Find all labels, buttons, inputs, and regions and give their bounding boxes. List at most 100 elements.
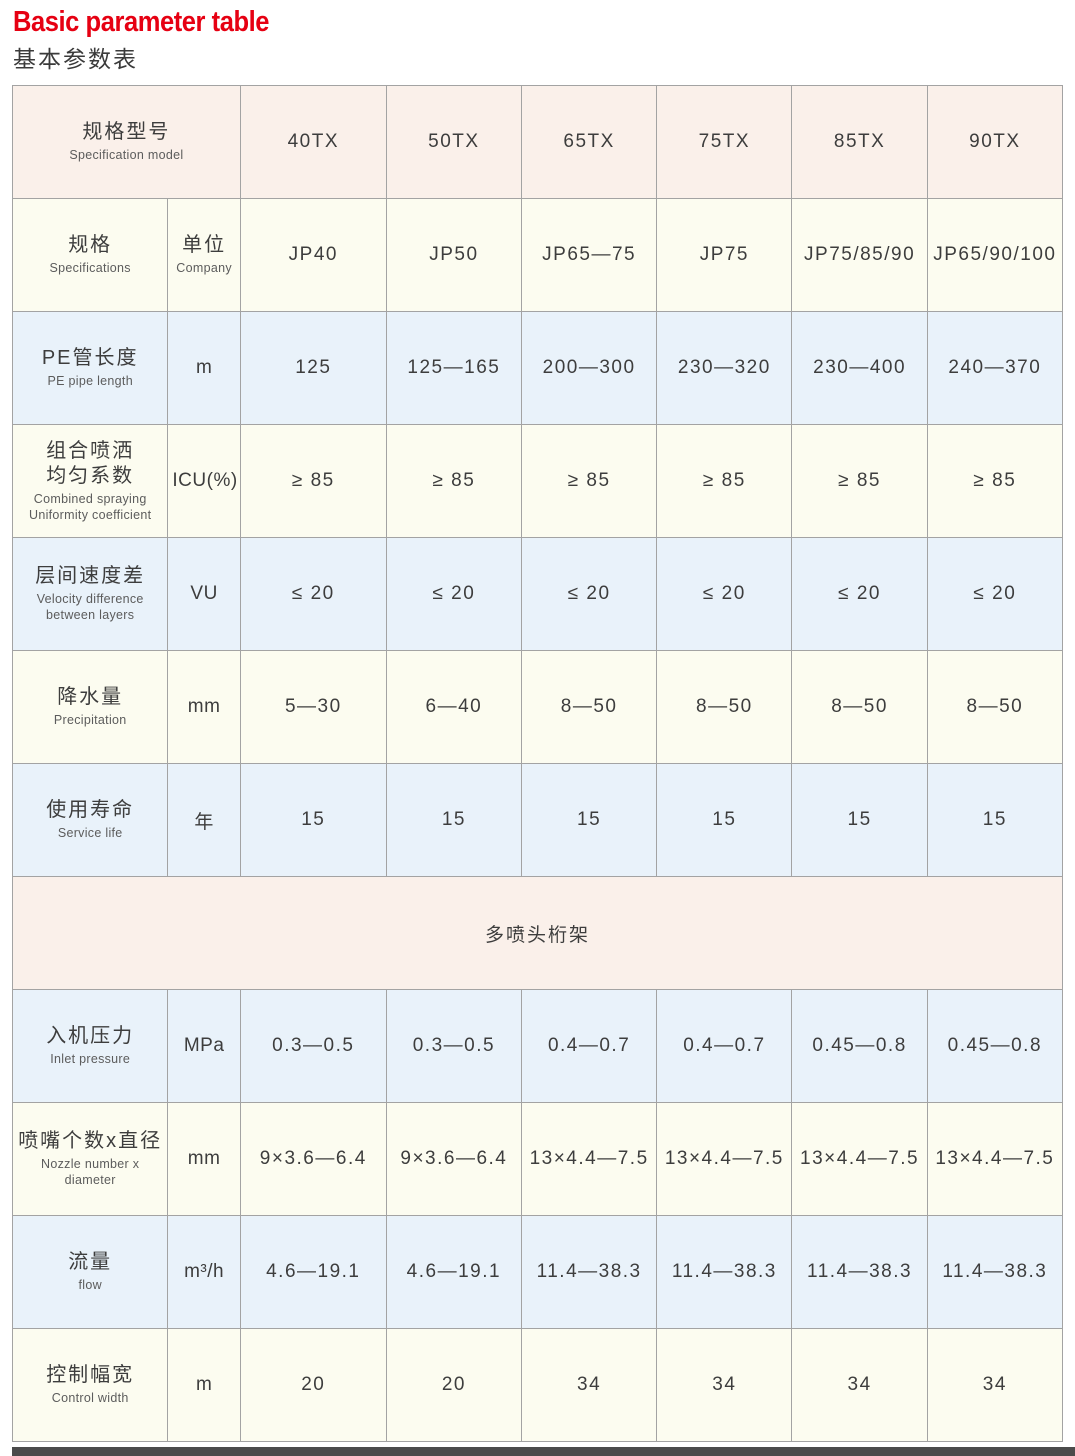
cell-value: 34 [982,1374,1007,1395]
value-cell: 13×4.4—7.5 [926,1102,1064,1216]
value-cell: 0.3—0.5 [239,989,387,1103]
value-cell: 8—50 [656,650,793,764]
cell-value: 9×3.6—6.4 [400,1148,508,1169]
cell-value: 0.3—0.5 [272,1035,355,1056]
value-cell: 0.45—0.8 [926,989,1064,1103]
cell-value: 15 [982,809,1007,830]
cell-value: 15 [441,809,466,830]
cell-value: JP40 [288,244,338,265]
unit-value: mm [187,1148,221,1169]
cell-value: ≥ 85 [432,470,476,491]
cell-value: 0.4—0.7 [547,1035,631,1056]
value-cell: 5—30 [239,650,387,764]
cell-value: 13×4.4—7.5 [935,1148,1055,1169]
value-cell: ≥ 85 [791,424,928,538]
cell-value: 75TX [698,131,751,152]
row-label-cell: 规格型号 Specification model [12,85,241,199]
unit-header-chinese: 单位 [182,234,227,257]
table-row: 规格型号 Specification model 40TX 50TX 65TX 75TX 8… [12,85,1064,199]
unit-value: mm [187,696,221,717]
value-cell: 230—320 [656,311,793,425]
cell-value: ≤ 20 [567,583,611,604]
row-label-english: Nozzle number x diameter [41,1157,140,1187]
value-cell: 240—370 [926,311,1064,425]
row-label-cell: 流量 flow [11,1215,169,1329]
value-cell: 13×4.4—7.5 [520,1102,658,1216]
table-row: 喷嘴个数x直径 Nozzle number x diameter mm 9×3.6—6… [11,1102,1064,1216]
cell-value: 200—300 [542,357,636,378]
cell-value: JP75 [699,244,749,265]
cell-value: 20 [301,1374,326,1395]
unit-cell: 单位 Company [167,198,241,312]
value-cell: 8—50 [791,650,928,764]
value-cell: 34 [926,1328,1064,1442]
value-cell: 4.6—19.1 [239,1215,387,1329]
unit-cell: m [167,1328,241,1442]
cell-value: 11.4—38.3 [671,1261,777,1282]
table-row: 规格 Specifications 单位 Company JP40 JP50 JP65—75… [11,198,1064,312]
cell-value: ≥ 85 [567,470,611,491]
value-cell: ≤ 20 [791,537,928,651]
cell-value: 125 [295,357,332,378]
row-label-cell: 使用寿命 Service life [11,763,169,877]
cell-value: 11.4—38.3 [942,1261,1048,1282]
cell-value: 15 [712,809,737,830]
cell-value: 5—30 [284,696,342,717]
row-label-chinese: 规格型号 [82,121,171,144]
value-cell: 34 [656,1328,793,1442]
cell-value: 9×3.6—6.4 [259,1148,367,1169]
cell-value: JP65—75 [542,244,637,265]
value-cell: 0.4—0.7 [656,989,793,1103]
page-title-chinese: 基本参数表 [13,46,138,72]
row-label-english: Combined spraying Uniformity coefficient [29,491,152,522]
cell-value: ≥ 85 [291,470,335,491]
row-label-chinese: 控制幅宽 [46,1364,135,1387]
value-cell: 11.4—38.3 [926,1215,1064,1329]
row-label-cell: 控制幅宽 Control width [11,1328,169,1442]
unit-value: MPa [183,1035,225,1056]
section-title: 多喷头桁架 [484,924,590,946]
value-cell: 20 [385,1328,523,1442]
cell-value: 0.4—0.7 [683,1035,766,1056]
cell-value: ≥ 85 [702,470,746,491]
cell-value: 8—50 [831,696,888,717]
row-label-english: PE pipe length [47,374,133,389]
cell-value: ≤ 20 [432,583,476,604]
value-cell: ≥ 85 [239,424,387,538]
value-cell: ≥ 85 [656,424,793,538]
cell-value: 65TX [563,131,615,152]
cell-value: 4.6—19.1 [406,1261,502,1282]
value-cell: 11.4—38.3 [791,1215,928,1329]
cell-value: 0.3—0.5 [412,1035,496,1056]
cell-value: 34 [577,1374,602,1395]
row-label-chinese: 规格 [68,234,113,257]
cell-value: 8—50 [966,696,1024,717]
cell-value: 34 [847,1374,872,1395]
unit-value: ICU(%) [172,470,238,491]
value-cell: 13×4.4—7.5 [791,1102,928,1216]
cell-value: 240—370 [948,357,1042,378]
cell-value: 4.6—19.1 [266,1261,361,1282]
value-cell: 15 [791,763,928,877]
value-cell: ≥ 85 [385,424,523,538]
value-cell: JP65/90/100 [926,198,1064,312]
value-cell: 15 [385,763,523,877]
cell-value: 11.4—38.3 [536,1261,642,1282]
table-row: 降水量 Precipitation mm 5—30 6—40 8—50 8—50 8—50 8—… [11,650,1064,764]
cell-value: ≥ 85 [838,470,881,491]
unit-value: m³/h [184,1261,225,1282]
cell-value: 230—400 [813,357,907,378]
value-cell: 15 [239,763,387,877]
value-cell: 34 [791,1328,928,1442]
value-cell: 230—400 [791,311,928,425]
row-label-cell: PE管长度 PE pipe length [11,311,169,425]
basic-parameter-table: 规格型号 Specification model 40TX 50TX 65TX 75TX 8… [11,85,1064,1442]
value-cell: ≤ 20 [520,537,658,651]
value-cell: ≤ 20 [926,537,1064,651]
cell-value: JP65/90/100 [933,244,1057,265]
value-cell: 6—40 [385,650,523,764]
cell-value: ≤ 20 [291,583,335,604]
unit-value: m [195,357,213,378]
unit-value: m [195,1374,213,1395]
